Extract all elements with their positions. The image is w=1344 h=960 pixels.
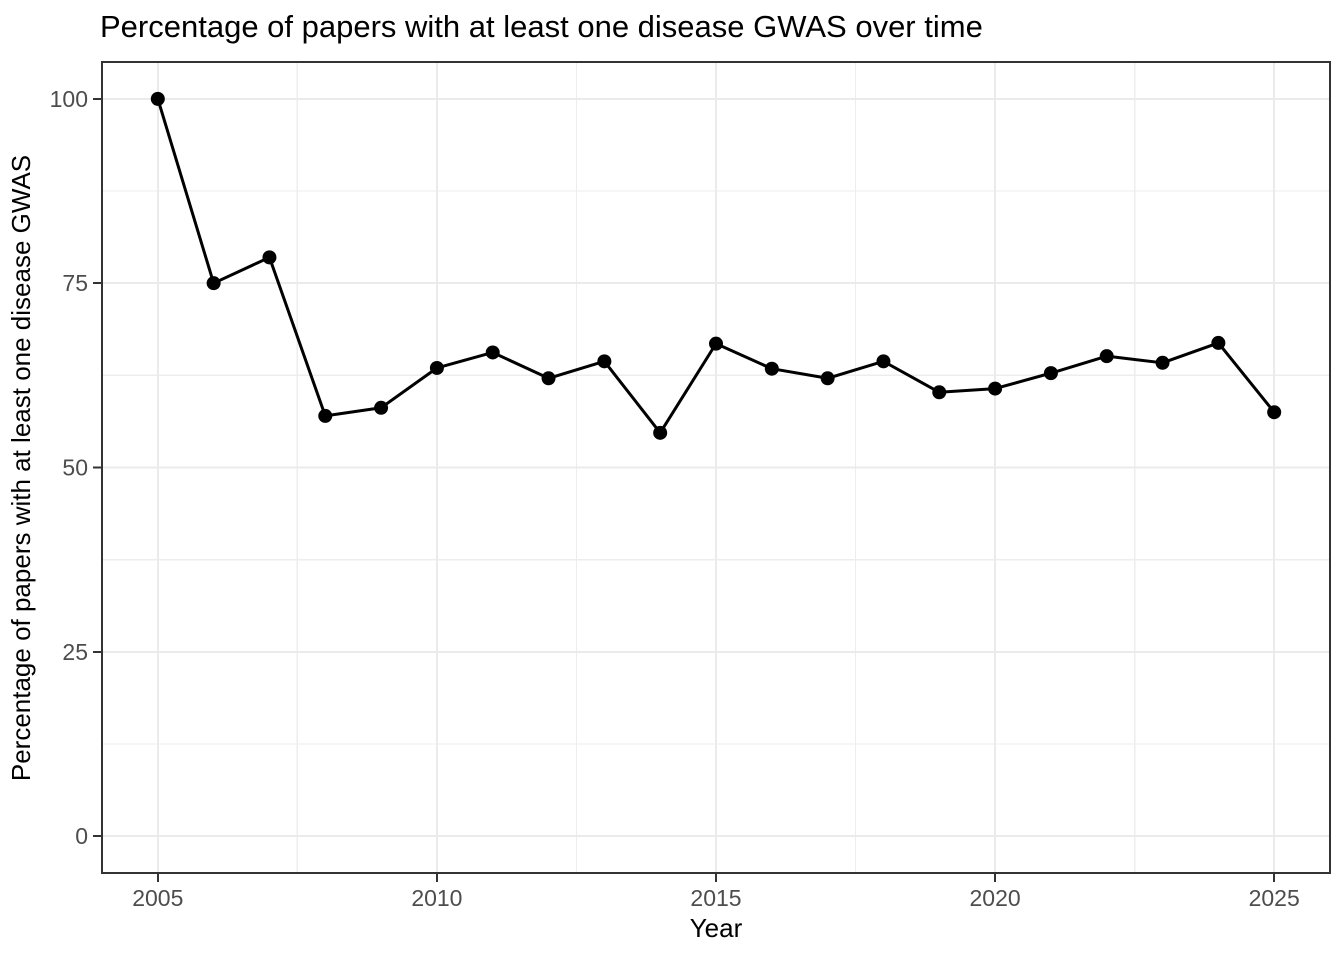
data-point [932,385,947,400]
data-point [1211,335,1226,350]
data-point [597,354,612,369]
data-point [988,381,1003,396]
x-tick-label: 2005 [132,885,183,911]
data-point [318,408,333,423]
data-point [820,371,835,386]
y-tick-label: 0 [75,823,88,849]
data-point [653,425,668,440]
data-point [374,400,389,415]
y-axis-title: Percentage of papers with at least one d… [6,154,36,782]
data-point [1155,355,1170,370]
data-point [764,361,779,376]
data-point [541,371,556,386]
data-point [1099,349,1114,364]
data-point [206,276,221,291]
x-tick-label: 2010 [411,885,462,911]
data-point [429,360,444,375]
data-point [262,250,277,265]
data-point [485,345,500,360]
x-axis-title: Year [689,913,743,943]
y-tick-label: 25 [62,639,88,665]
chart-title: Percentage of papers with at least one d… [100,9,983,44]
y-tick-label: 75 [62,270,88,296]
x-tick-label: 2015 [690,885,741,911]
data-point [150,91,165,106]
y-tick-label: 50 [62,455,88,481]
y-tick-label: 100 [50,86,88,112]
x-tick-label: 2025 [1249,885,1300,911]
x-tick-label: 2020 [970,885,1021,911]
data-point [1043,366,1058,381]
data-point [876,354,891,369]
data-point [709,336,723,351]
data-point [1267,405,1282,420]
